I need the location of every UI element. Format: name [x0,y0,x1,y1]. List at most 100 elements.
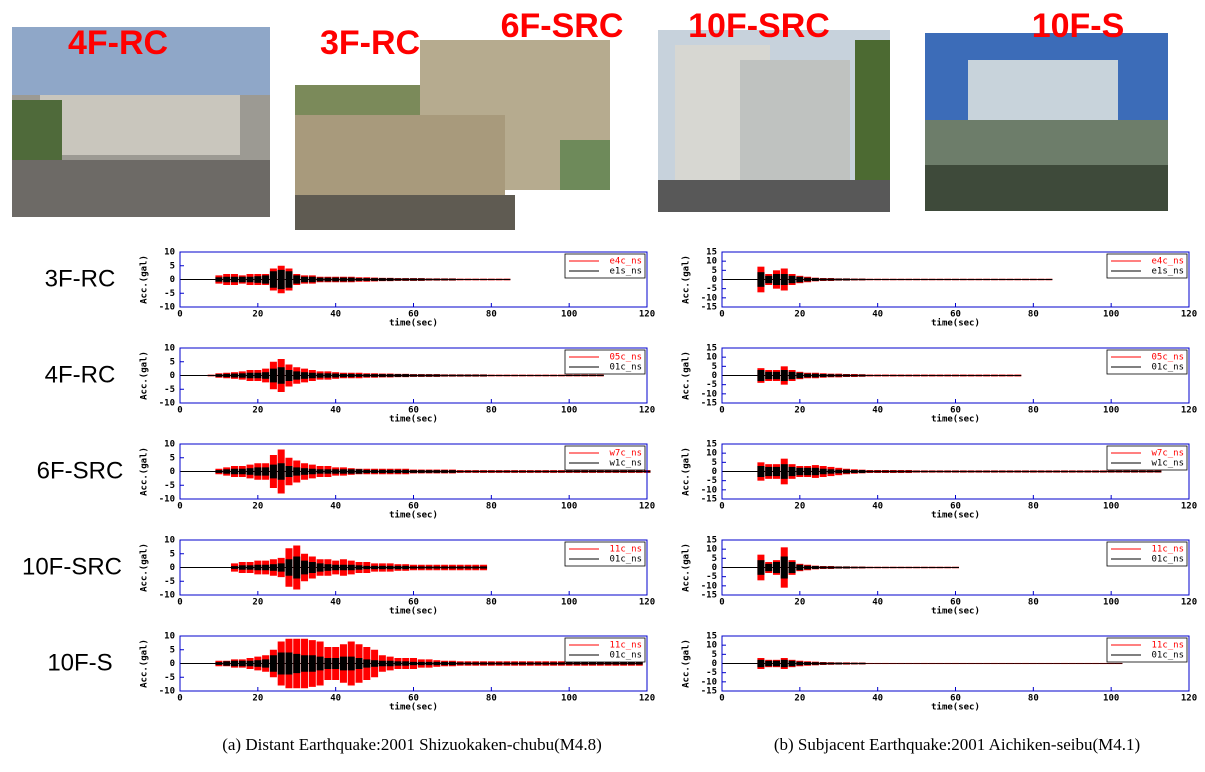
amplitude [316,563,324,572]
y-tick-label: 10 [706,257,717,267]
amplitude [983,278,991,281]
amplitude [1068,470,1076,473]
amplitude [804,277,812,282]
x-tick-label: 60 [950,502,961,512]
amplitude [827,374,835,377]
amplitude [897,278,905,281]
x-tick-label: 80 [486,694,497,704]
x-tick-label: 0 [719,406,724,416]
amplitude [441,278,449,281]
amplitude [959,374,967,377]
row-label: 4F-RC [45,361,116,388]
amplitude [804,565,812,570]
amplitude [254,564,262,571]
amplitude [371,565,379,570]
amplitude [889,278,897,281]
x-tick-label: 120 [639,598,655,608]
y-tick-label: 5 [170,357,175,367]
y-tick-label: -10 [159,303,175,313]
x-tick-label: 100 [1103,694,1119,704]
amplitude [394,278,402,281]
amplitude [1060,663,1068,664]
amplitude [448,566,456,569]
y-tick-label: 0 [170,467,175,477]
amplitude [827,662,835,665]
amplitude [612,662,620,665]
amplitude [811,662,819,665]
x-tick-label: 120 [1181,406,1197,416]
legend-label: 01c_ns [1151,363,1184,373]
amplitude [378,278,386,281]
amplitude [339,373,347,378]
amplitude [316,656,324,671]
amplitude [215,470,223,473]
y-axis-label: Acc.(gal) [682,447,692,496]
amplitude [472,662,480,665]
amplitude [944,566,952,569]
row-label: 3F-RC [45,265,116,292]
amplitude [386,278,394,281]
amplitude [448,278,456,281]
y-tick-label: -5 [706,284,717,294]
legend-label: 01c_ns [1151,651,1184,661]
amplitude [1037,278,1045,281]
y-tick-label: -10 [159,687,175,697]
y-tick-label: -15 [701,399,717,409]
x-tick-label: 100 [1103,502,1119,512]
legend-label: w1c_ns [609,459,642,469]
amplitude [262,372,270,379]
x-tick-label: 20 [794,502,805,512]
y-tick-label: -15 [701,495,717,505]
amplitude [363,565,371,570]
amplitude [495,470,503,473]
amplitude [433,374,441,377]
y-tick-label: 15 [706,440,717,450]
amplitude [757,370,765,381]
amplitude [889,470,897,473]
x-tick-label: 120 [1181,694,1197,704]
x-axis-label: time(sec) [389,606,438,617]
x-tick-label: 120 [639,694,655,704]
plot-frame [721,251,1190,308]
amplitude [819,278,827,281]
y-tick-label: 0 [712,371,717,381]
amplitude [936,374,944,377]
amplitude [363,278,371,281]
amplitude [1115,663,1123,664]
y-tick-label: -5 [164,577,175,587]
amplitude [874,566,882,569]
amplitude [819,374,827,377]
x-tick-label: 120 [1181,310,1197,320]
amplitude [850,470,858,473]
amplitude [495,374,503,377]
amplitude [363,469,371,474]
amplitude [858,374,866,377]
amplitude [464,470,472,473]
amplitude [565,470,573,473]
y-axis-label: Acc.(gal) [140,639,150,688]
amplitude [456,470,464,473]
amplitude [1123,470,1131,473]
amplitude [518,662,526,665]
legend-label: e4c_ns [1151,257,1184,267]
amplitude [1037,663,1045,664]
row-label: 10F-S [47,649,112,676]
amplitude [542,374,550,377]
amplitude [511,374,519,377]
amplitude [262,564,270,571]
amplitude [332,373,340,378]
amplitude [990,374,998,377]
x-tick-label: 120 [639,310,655,320]
amplitude [332,469,340,474]
amplitude [355,278,363,281]
amplitude [589,374,597,377]
y-tick-label: 0 [712,275,717,285]
amplitude [433,470,441,473]
amplitude [850,566,858,569]
plot-frame [179,635,648,692]
amplitude [819,566,827,569]
amplitude [858,662,866,665]
amplitude [983,663,991,664]
amplitude [277,463,285,480]
